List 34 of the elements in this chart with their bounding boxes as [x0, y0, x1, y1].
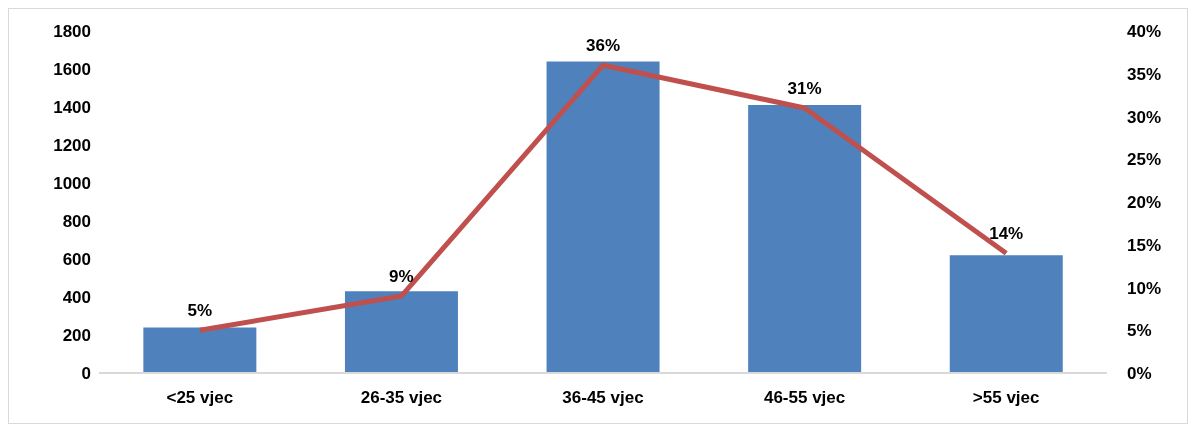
y2-tick-label: 20%: [1127, 193, 1162, 213]
y2-tick-label: 10%: [1127, 278, 1162, 298]
data-label: 5%: [187, 301, 213, 321]
data-label: 31%: [787, 78, 822, 98]
y-tick-label: 1000: [53, 174, 91, 194]
x-tick-label: >55 vjec: [972, 388, 1040, 408]
x-tick-label: 46-55 vjec: [763, 388, 846, 408]
y-tick-label: 1400: [53, 98, 91, 118]
bar: [143, 327, 257, 373]
data-label: 14%: [989, 224, 1024, 244]
bar: [748, 105, 862, 373]
y2-tick-label: 40%: [1127, 22, 1162, 42]
x-tick-label: 26-35 vjec: [360, 388, 443, 408]
y2-tick-label: 35%: [1127, 64, 1162, 84]
y-tick-label: 1600: [53, 60, 91, 80]
bar: [546, 61, 660, 373]
y-tick-label: 200: [62, 326, 91, 346]
data-label: 36%: [585, 36, 621, 56]
y-tick-label: 1200: [53, 136, 91, 156]
x-tick-label: <25 vjec: [166, 388, 234, 408]
bar: [949, 255, 1063, 373]
y2-tick-label: 5%: [1127, 321, 1152, 341]
data-label: 9%: [389, 267, 414, 287]
y-tick-label: 0: [81, 364, 91, 384]
y-tick-label: 800: [62, 212, 91, 232]
x-tick-label: 36-45 vjec: [562, 388, 644, 408]
y2-tick-label: 25%: [1127, 150, 1162, 170]
y2-tick-label: 15%: [1127, 235, 1162, 255]
bar: [344, 291, 458, 373]
y-tick-label: 1800: [53, 22, 91, 42]
y-tick-label: 400: [62, 288, 91, 308]
y2-tick-label: 0%: [1127, 364, 1152, 384]
y2-tick-label: 30%: [1127, 107, 1162, 127]
y-tick-label: 600: [62, 250, 91, 270]
